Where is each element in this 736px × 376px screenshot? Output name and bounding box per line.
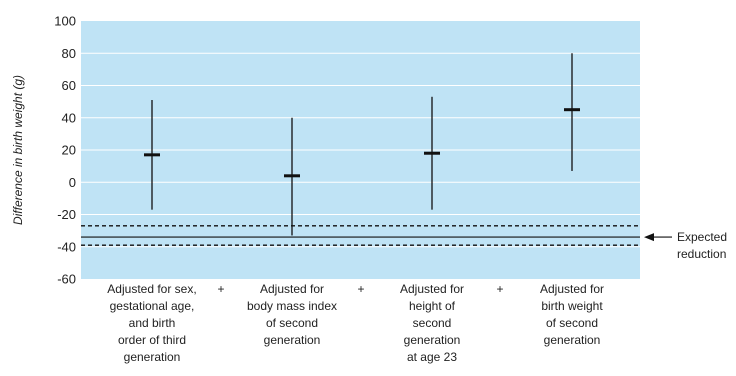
y-tick-label: 20 xyxy=(62,143,76,158)
arrow-icon xyxy=(644,233,654,242)
category-label: and birth xyxy=(129,316,176,330)
expected-reduction-annotation: Expected reduction xyxy=(644,230,727,261)
plus-separator: + xyxy=(217,282,224,296)
y-axis-label: Difference in birth weight (g) xyxy=(11,75,25,225)
category-label: gestational age, xyxy=(110,299,195,313)
category-label: of second xyxy=(266,316,318,330)
category-labels: Adjusted for sex, gestational age, and bir… xyxy=(107,282,604,364)
category-label: at age 23 xyxy=(407,350,457,364)
y-tick-label: 60 xyxy=(62,78,76,93)
y-tick-label: 40 xyxy=(62,110,76,125)
y-axis-tick-labels: 100 80 60 40 20 0 -20 -40 -60 xyxy=(54,14,76,287)
y-tick-label: 0 xyxy=(69,175,76,190)
category-label: second xyxy=(413,316,452,330)
category-label: Adjusted for xyxy=(260,282,324,296)
category-label: birth weight xyxy=(541,299,603,313)
annotation-label: reduction xyxy=(677,247,726,261)
y-tick-label: -60 xyxy=(57,272,76,287)
category-separators: + + + xyxy=(217,282,503,296)
reference-band xyxy=(81,225,640,246)
category-label: generation xyxy=(544,333,601,347)
category-label: of second xyxy=(546,316,598,330)
plus-separator: + xyxy=(496,282,503,296)
category-label: generation xyxy=(404,333,461,347)
category-label: Adjusted for xyxy=(540,282,604,296)
category-label: generation xyxy=(264,333,321,347)
y-tick-label: -40 xyxy=(57,239,76,254)
plus-separator: + xyxy=(357,282,364,296)
annotation-label: Expected xyxy=(677,230,727,244)
y-tick-label: -20 xyxy=(57,207,76,222)
y-tick-label: 100 xyxy=(54,14,76,29)
category-label: height of xyxy=(409,299,456,313)
category-label: Adjusted for xyxy=(400,282,464,296)
grid-lines xyxy=(81,52,640,248)
category-label: body mass index xyxy=(247,299,337,313)
category-label: generation xyxy=(124,350,181,364)
category-label: order of third xyxy=(118,333,186,347)
y-tick-label: 80 xyxy=(62,46,76,61)
category-label: Adjusted for sex, xyxy=(107,282,196,296)
error-bars xyxy=(144,53,580,236)
